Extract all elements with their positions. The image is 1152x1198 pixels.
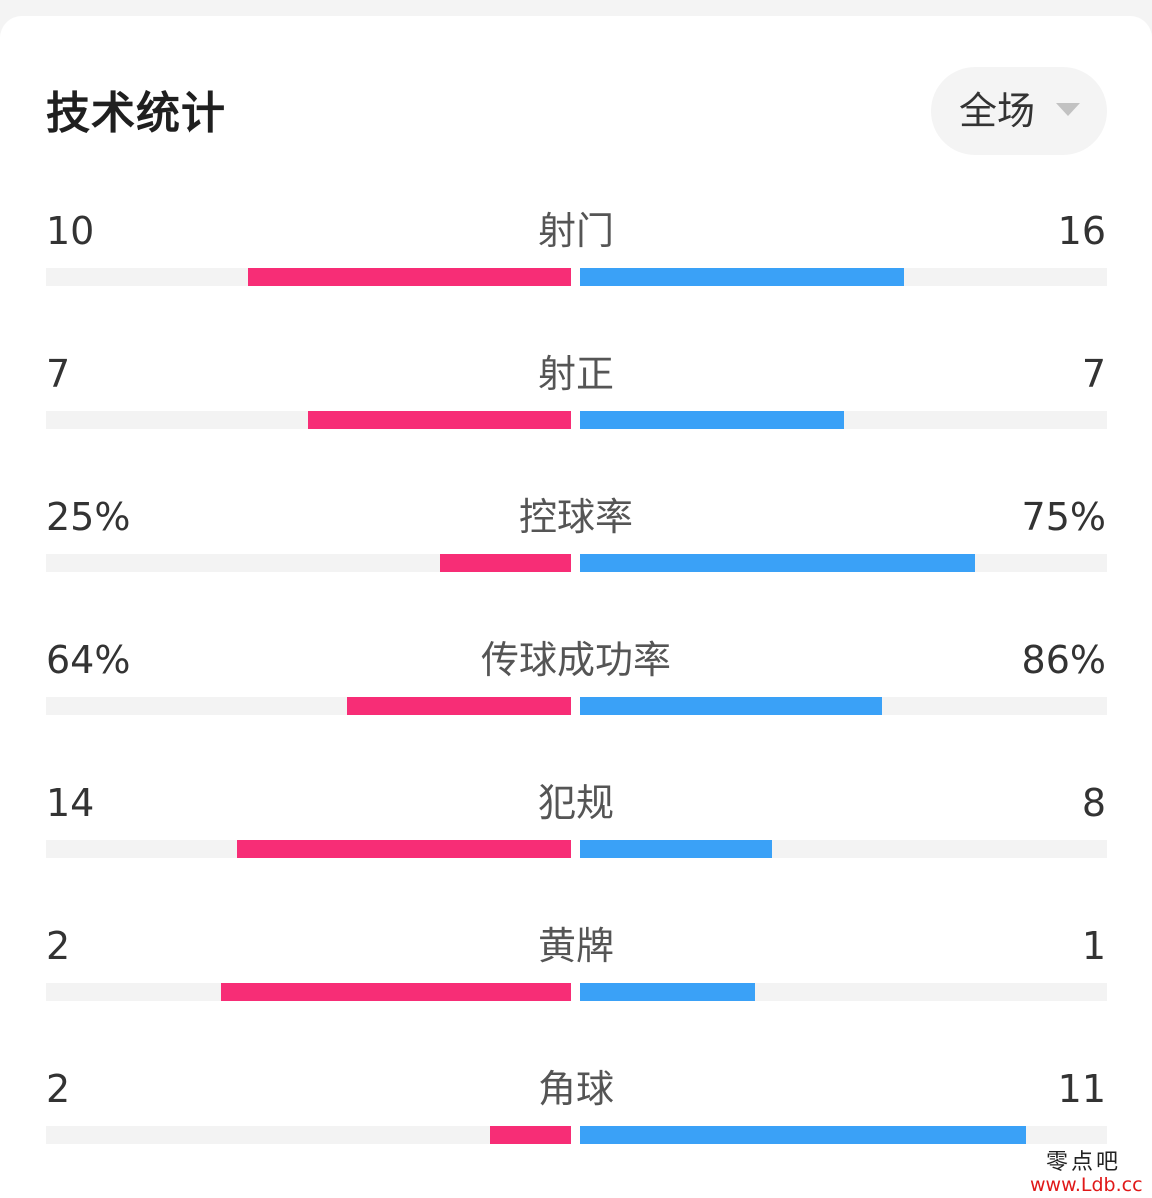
stat-row: 2 角球 11 [0, 1064, 1152, 1164]
stat-home-value: 2 [46, 924, 71, 968]
home-bar-track [46, 554, 571, 572]
stat-name: 射正 [537, 352, 614, 396]
stat-home-value: 64% [46, 638, 131, 682]
stat-row: 2 黄牌 1 [0, 921, 1152, 1021]
away-bar-fill [580, 983, 755, 1001]
home-bar-fill [308, 411, 571, 429]
stat-away-value: 16 [1057, 209, 1106, 253]
away-bar-fill [580, 554, 975, 572]
away-bar-track [580, 1126, 1107, 1144]
home-bar-track [46, 697, 571, 715]
stat-away-value: 86% [1021, 638, 1106, 682]
stat-home-value: 10 [46, 209, 95, 253]
stat-home-value: 25% [46, 495, 131, 539]
away-bar-fill [580, 840, 772, 858]
stats-card: 技术统计 全场 [0, 16, 1152, 1198]
stat-away-value: 7 [1081, 352, 1106, 396]
period-dropdown[interactable]: 全场 [931, 67, 1107, 155]
stat-row: 25% 控球率 75% [0, 492, 1152, 592]
stat-row: 10 射门 16 [0, 206, 1152, 306]
home-bar-fill [490, 1126, 571, 1144]
stat-away-value: 75% [1021, 495, 1106, 539]
away-bar-track [580, 411, 1107, 429]
away-bar-fill [580, 1126, 1026, 1144]
away-bar-track [580, 983, 1107, 1001]
home-bar-fill [248, 268, 571, 286]
section-title: 技术统计 [46, 88, 226, 139]
watermark-url: www.Ldb.cc [1030, 1174, 1143, 1196]
home-bar-track [46, 268, 571, 286]
stat-name: 控球率 [518, 495, 633, 539]
stat-away-value: 11 [1057, 1067, 1106, 1111]
stat-away-value: 1 [1081, 924, 1106, 968]
stat-row: 14 犯规 8 [0, 778, 1152, 878]
away-bar-fill [580, 268, 904, 286]
watermark: 零点吧 www.Ldb.cc [1026, 1150, 1152, 1198]
stat-row: 7 射正 7 [0, 349, 1152, 449]
home-bar-track [46, 411, 571, 429]
home-bar-fill [221, 983, 571, 1001]
home-bar-fill [347, 697, 571, 715]
away-bar-track [580, 268, 1107, 286]
stat-home-value: 7 [46, 352, 71, 396]
away-bar-fill [580, 697, 882, 715]
stat-name: 角球 [537, 1067, 614, 1111]
home-bar-track [46, 1126, 571, 1144]
home-bar-fill [237, 840, 571, 858]
caret-down-icon [1056, 103, 1080, 116]
stat-home-value: 14 [46, 781, 95, 825]
stat-name: 犯规 [537, 781, 614, 825]
away-bar-fill [580, 411, 844, 429]
away-bar-track [580, 840, 1107, 858]
home-bar-fill [440, 554, 571, 572]
stat-row: 64% 传球成功率 86% [0, 635, 1152, 735]
away-bar-track [580, 554, 1107, 572]
period-selected-label: 全场 [959, 89, 1036, 133]
stat-name: 射门 [537, 209, 614, 253]
stat-away-value: 8 [1081, 781, 1106, 825]
stat-name: 传球成功率 [480, 638, 671, 682]
stat-name: 黄牌 [537, 924, 614, 968]
watermark-logo-text: 零点吧 [1046, 1150, 1122, 1175]
stat-home-value: 2 [46, 1067, 71, 1111]
away-bar-track [580, 697, 1107, 715]
home-bar-track [46, 983, 571, 1001]
home-bar-track [46, 840, 571, 858]
